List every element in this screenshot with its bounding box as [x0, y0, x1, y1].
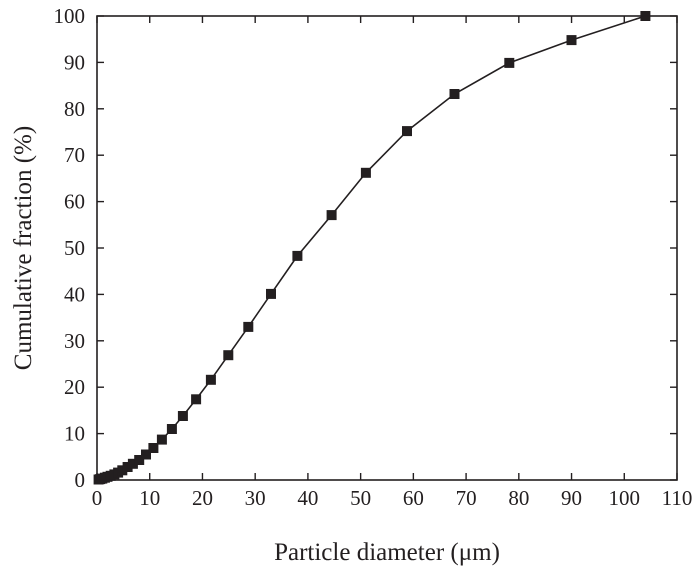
- data-point: [148, 443, 159, 453]
- series-line: [98, 15, 646, 481]
- x-tick-label: 70: [456, 486, 477, 510]
- data-point: [205, 374, 216, 385]
- x-tick-label: 60: [403, 486, 424, 510]
- x-tick-label: 0: [92, 486, 103, 510]
- y-axis-label: Cumulative fraction (%): [10, 126, 37, 370]
- tick-labels: 0 10 20 30 40 50 60 70 80 90 100 110 0 10 20 30 40 50 60 70…: [54, 4, 693, 510]
- x-tick-label: 80: [508, 486, 529, 510]
- data-point: [223, 350, 234, 361]
- y-tick-label: 30: [64, 329, 85, 353]
- y-tick-label: 60: [64, 190, 85, 214]
- y-tick-label: 90: [64, 50, 85, 74]
- y-tick-label: 80: [64, 97, 85, 121]
- x-tick-label: 20: [192, 486, 213, 510]
- x-tick-label: 110: [662, 486, 693, 510]
- axis-ticks: [96, 15, 678, 481]
- data-point: [191, 394, 202, 405]
- x-tick-label: 50: [350, 486, 371, 510]
- data-points: [93, 11, 651, 485]
- data-point: [243, 321, 254, 332]
- data-point: [449, 89, 460, 99]
- data-point: [360, 167, 371, 178]
- x-tick-label: 10: [139, 486, 160, 510]
- data-point: [326, 210, 337, 221]
- y-tick-label: 40: [64, 282, 85, 306]
- data-point: [127, 458, 138, 469]
- data-point: [156, 434, 167, 445]
- data-point: [141, 449, 151, 460]
- data-point: [402, 126, 412, 137]
- y-tick-label: 100: [54, 4, 86, 28]
- x-tick-label: 30: [245, 486, 266, 510]
- data-point: [504, 57, 515, 68]
- y-tick-label: 0: [75, 468, 86, 492]
- data-point: [266, 288, 276, 299]
- plot-frame: [96, 15, 678, 481]
- x-axis-label: Particle diameter (μm): [274, 539, 500, 566]
- x-tick-label: 90: [561, 486, 582, 510]
- data-point: [566, 35, 577, 46]
- y-tick-label: 70: [64, 143, 85, 167]
- y-tick-label: 50: [64, 236, 85, 260]
- y-tick-label: 10: [64, 422, 85, 446]
- x-tick-label: 100: [609, 486, 641, 510]
- data-point: [166, 424, 177, 434]
- data-point: [177, 411, 188, 421]
- data-point: [117, 465, 128, 476]
- data-point: [292, 250, 303, 261]
- x-tick-label: 40: [297, 486, 318, 510]
- data-point: [122, 462, 133, 472]
- y-tick-label: 20: [64, 375, 85, 399]
- data-point: [134, 455, 145, 465]
